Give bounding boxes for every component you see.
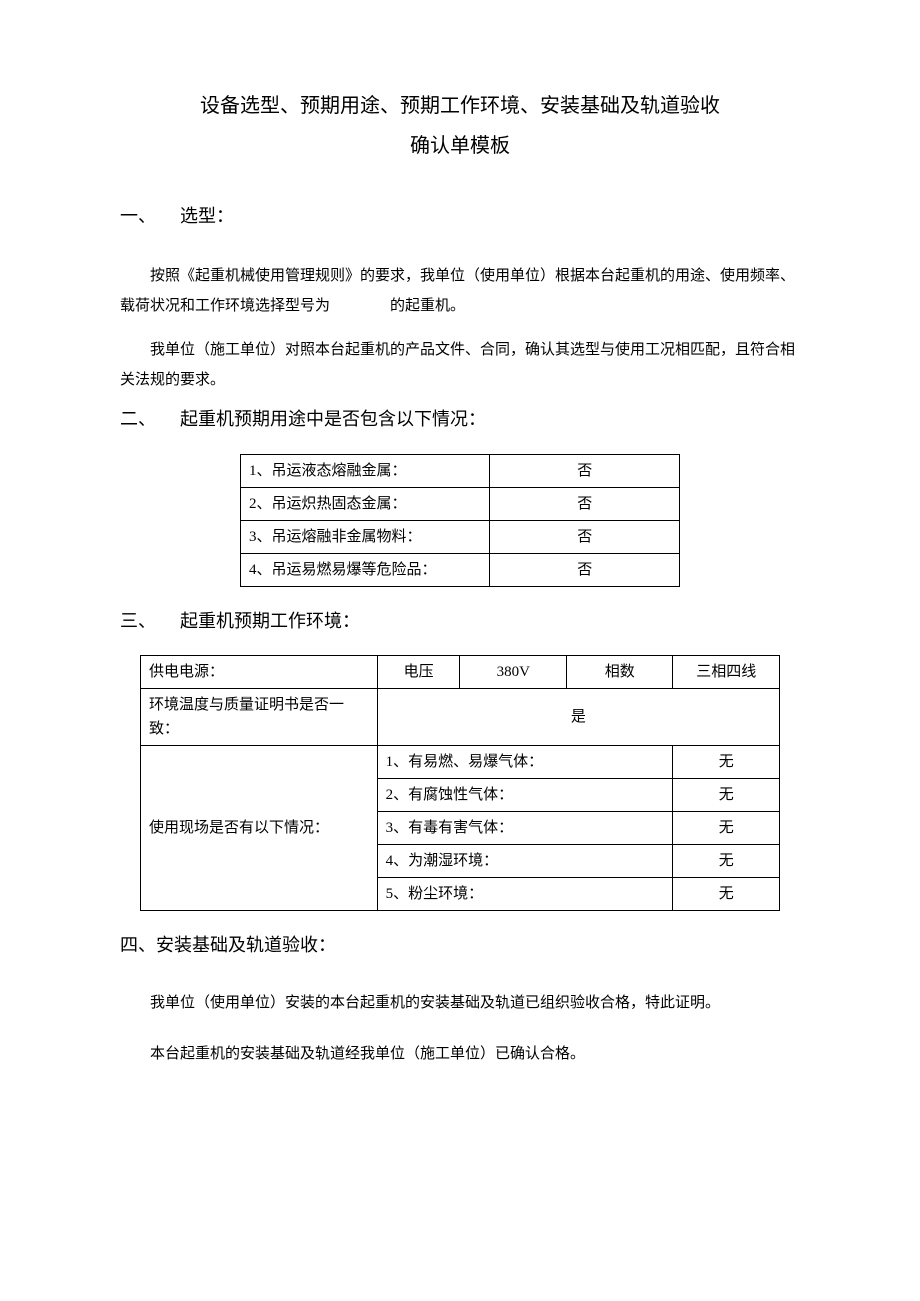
section4-heading: 四、安装基础及轨道验收： [120,931,800,960]
table-row: 供电电源： 电压 380V 相数 三相四线 [141,656,780,689]
section1-text: 选型： [180,206,234,226]
power-label: 供电电源： [141,656,378,689]
section1-num: 一、 [120,202,180,231]
purpose-label: 4、吊运易燃易爆等危险品： [241,553,490,586]
section3-num: 三、 [120,607,180,636]
section1-p1: 按照《起重机械使用管理规则》的要求，我单位（使用单位）根据本台起重机的用途、使用… [120,261,800,321]
section4-p1: 我单位（使用单位）安装的本台起重机的安装基础及轨道已组织验收合格，特此证明。 [120,990,800,1017]
phase-label: 相数 [566,656,673,689]
purpose-value: 否 [490,487,680,520]
section1-heading: 一、选型： [120,202,800,231]
section3-text: 起重机预期工作环境： [180,611,360,631]
site-item-label: 4、为潮湿环境： [377,845,673,878]
section2-heading: 二、起重机预期用途中是否包含以下情况： [120,405,800,434]
section2-text: 起重机预期用途中是否包含以下情况： [180,409,486,429]
volt-label: 电压 [377,656,460,689]
purpose-value: 否 [490,520,680,553]
purpose-label: 2、吊运炽热固态金属： [241,487,490,520]
section2-num: 二、 [120,405,180,434]
section3-heading: 三、起重机预期工作环境： [120,607,800,636]
table-row: 3、吊运熔融非金属物料： 否 [241,520,680,553]
site-item-value: 无 [673,812,780,845]
purpose-value: 否 [490,454,680,487]
site-item-label: 5、粉尘环境： [377,878,673,911]
site-item-label: 3、有毒有害气体： [377,812,673,845]
table-row: 4、吊运易燃易爆等危险品： 否 [241,553,680,586]
volt-value: 380V [460,656,567,689]
table-row: 环境温度与质量证明书是否一致： 是 [141,689,780,746]
site-item-value: 无 [673,878,780,911]
site-item-value: 无 [673,779,780,812]
table-row: 使用现场是否有以下情况： 1、有易燃、易爆气体： 无 [141,746,780,779]
site-item-label: 2、有腐蚀性气体： [377,779,673,812]
table-row: 2、吊运炽热固态金属： 否 [241,487,680,520]
section1-p2: 我单位（施工单位）对照本台起重机的产品文件、合同，确认其选型与使用工况相匹配，且… [120,335,800,395]
env-temp-label: 环境温度与质量证明书是否一致： [141,689,378,746]
site-item-value: 无 [673,845,780,878]
purpose-label: 3、吊运熔融非金属物料： [241,520,490,553]
purpose-label: 1、吊运液态熔融金属： [241,454,490,487]
purpose-value: 否 [490,553,680,586]
table-row: 1、吊运液态熔融金属： 否 [241,454,680,487]
env-temp-value: 是 [377,689,779,746]
doc-title-line2: 确认单模板 [120,130,800,162]
purpose-table: 1、吊运液态熔融金属： 否 2、吊运炽热固态金属： 否 3、吊运熔融非金属物料：… [240,454,680,587]
phase-value: 三相四线 [673,656,780,689]
doc-title-line1: 设备选型、预期用途、预期工作环境、安装基础及轨道验收 [120,90,800,122]
section4-p2: 本台起重机的安装基础及轨道经我单位（施工单位）已确认合格。 [120,1041,800,1068]
site-item-value: 无 [673,746,780,779]
site-label: 使用现场是否有以下情况： [141,746,378,911]
environment-table: 供电电源： 电压 380V 相数 三相四线 环境温度与质量证明书是否一致： 是 … [140,655,780,911]
site-item-label: 1、有易燃、易爆气体： [377,746,673,779]
